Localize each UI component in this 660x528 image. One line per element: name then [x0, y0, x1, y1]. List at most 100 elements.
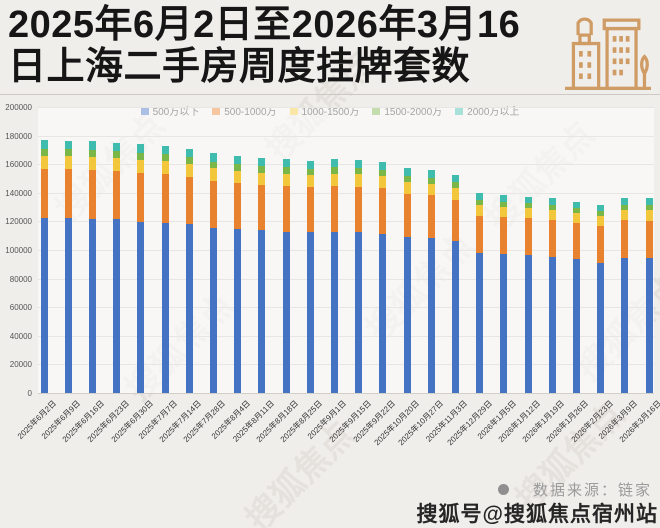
bar-segment-500-1000万: [185, 176, 193, 224]
stacked-bar-2025年6月2日: [40, 140, 48, 393]
bar-segment-1500-2000万: [572, 207, 580, 213]
bar-segment-2000万以上: [330, 159, 338, 168]
bar-segment-1000-1500万: [476, 205, 484, 216]
bar-segment-2000万以上: [88, 141, 96, 150]
bar-segment-1500-2000万: [330, 167, 338, 174]
bar-segment-1000-1500万: [137, 159, 145, 173]
bar-segment-500万以下: [451, 241, 459, 393]
bar-segment-1500-2000万: [621, 205, 629, 211]
footer: 数据来源：链家: [497, 479, 652, 500]
page-title: 2025年6月2日至2026年3月16 日上海二手房周度挂牌套数: [8, 4, 576, 88]
bar-segment-500-1000万: [597, 226, 605, 263]
bar-segment-500-1000万: [427, 195, 435, 238]
bar-segment-500万以下: [427, 237, 435, 393]
y-tick-label: 140000: [5, 188, 32, 198]
bar-segment-500-1000万: [379, 188, 387, 234]
bar-segment-1500-2000万: [137, 152, 145, 160]
bar-segment-1500-2000万: [234, 164, 242, 171]
sohu-watermark: 搜狐号@搜狐焦点宿州站: [416, 503, 658, 526]
bar-segment-2000万以上: [476, 193, 484, 200]
bar-segment-500-1000万: [524, 218, 532, 256]
bar-segment-1000-1500万: [524, 208, 532, 219]
bar-segment-2000万以上: [645, 198, 653, 205]
bar-segment-1500-2000万: [282, 167, 290, 174]
bar-segment-2000万以上: [548, 198, 556, 205]
bar-segment-1500-2000万: [379, 169, 387, 177]
bar-segment-1000-1500万: [379, 176, 387, 189]
bar-segment-2000万以上: [355, 160, 363, 168]
bar-segment-500万以下: [621, 257, 629, 393]
bar-segment-2000万以上: [64, 140, 72, 150]
bar-segment-500万以下: [355, 231, 363, 393]
plot-area: 2025年6月2日 2025年6月9日 2025年6月16日 2025年6月23日 20…: [16, 107, 660, 447]
bar-segment-500-1000万: [209, 181, 217, 229]
bar-segment-1000-1500万: [306, 175, 314, 188]
gridline: [38, 278, 654, 280]
stacked-bar-2026年1月12日: [524, 196, 532, 393]
stacked-bar-2025年11月3日: [451, 175, 459, 393]
bar-segment-1500-2000万: [209, 161, 217, 169]
stacked-bar-2025年7月28日: [209, 153, 217, 393]
bar-segment-500-1000万: [403, 193, 411, 237]
bar-segment-2000万以上: [40, 140, 48, 149]
stacked-bar-2025年8月18日: [282, 159, 290, 393]
y-tick-label: 120000: [5, 217, 32, 227]
bar-segment-1500-2000万: [427, 177, 435, 184]
bar-segment-500万以下: [258, 229, 266, 393]
gridline: [38, 221, 654, 223]
stacked-bar-2025年10月27日: [427, 170, 435, 393]
bar-segment-500万以下: [403, 236, 411, 393]
buildings-icon: [562, 8, 654, 99]
bar-segment-1500-2000万: [476, 199, 484, 206]
bar-segment-2000万以上: [597, 205, 605, 212]
bar-segment-500-1000万: [548, 220, 556, 258]
bar-segment-2000万以上: [427, 170, 435, 178]
gridline: [38, 307, 654, 309]
page-title-line2: 日上海二手房周度挂牌套数: [8, 46, 471, 88]
bar-segment-500万以下: [161, 222, 169, 393]
bar-segment-500万以下: [597, 262, 605, 393]
y-tick-label: 0: [27, 389, 32, 398]
bar-segment-1000-1500万: [161, 161, 169, 175]
bar-segment-500万以下: [113, 218, 121, 393]
bar-segment-500万以下: [185, 223, 193, 393]
bar-segment-500-1000万: [355, 186, 363, 232]
stacked-bar-2025年6月30日: [137, 144, 145, 393]
y-tick-label: 100000: [5, 246, 32, 255]
stacked-bar-2026年3月9日: [621, 198, 629, 393]
gridline: [38, 364, 654, 366]
bar-segment-500万以下: [524, 255, 532, 393]
bar-segment-1000-1500万: [113, 158, 121, 171]
bar-segment-1500-2000万: [500, 201, 508, 207]
y-tick-label: 160000: [5, 160, 32, 170]
bar-segment-1500-2000万: [548, 204, 556, 211]
bar-segment-1500-2000万: [258, 166, 266, 173]
bar-segment-500-1000万: [645, 220, 653, 259]
stacked-bar-2026年3月16日: [645, 198, 653, 393]
bar-segment-500-1000万: [572, 222, 580, 259]
bar-segment-500-1000万: [500, 216, 508, 255]
page-title-line1: 2025年6月2日至2026年3月16: [8, 4, 521, 46]
bar-segment-1000-1500万: [572, 212, 580, 223]
bar-segment-1000-1500万: [64, 156, 72, 170]
bar-segment-500万以下: [282, 231, 290, 393]
bar-segment-1500-2000万: [40, 148, 48, 156]
bar-segment-2000万以上: [161, 145, 169, 155]
stacked-bar-2025年8月4日: [234, 156, 242, 393]
bar-segment-2000万以上: [572, 201, 580, 208]
stacked-bar-2025年10月20日: [403, 168, 411, 393]
bar-segment-500万以下: [306, 232, 314, 393]
dot-icon: [497, 484, 509, 495]
bar-segment-1500-2000万: [451, 182, 459, 189]
bar-segment-1000-1500万: [282, 173, 290, 187]
bar-segment-1000-1500万: [209, 168, 217, 182]
bar-segment-2000万以上: [113, 142, 121, 152]
bar-segment-500-1000万: [113, 170, 121, 219]
bar-segment-1000-1500万: [185, 163, 193, 177]
stacked-bar-2025年8月11日: [258, 158, 266, 393]
bar-segment-1000-1500万: [88, 156, 96, 170]
bar-segment-500万以下: [40, 218, 48, 393]
stacked-bar-2025年9月1日: [330, 159, 338, 393]
bar-segment-500-1000万: [451, 199, 459, 241]
